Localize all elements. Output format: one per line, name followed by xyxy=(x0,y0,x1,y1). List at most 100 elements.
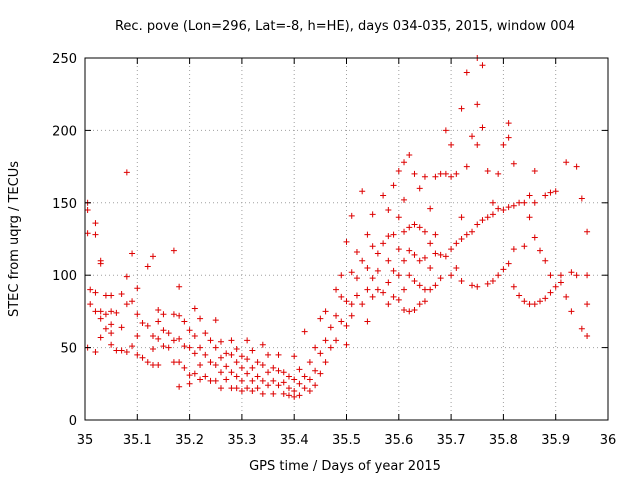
data-point xyxy=(291,353,298,360)
data-point xyxy=(123,301,130,308)
data-point xyxy=(129,343,136,350)
x-tick-label: 35.9 xyxy=(541,433,570,448)
data-point xyxy=(510,160,517,167)
data-point xyxy=(317,315,324,322)
data-point xyxy=(432,231,439,238)
data-point xyxy=(531,199,538,206)
data-point xyxy=(390,231,397,238)
data-point xyxy=(217,354,224,361)
data-point xyxy=(233,359,240,366)
data-point xyxy=(495,205,502,212)
data-point xyxy=(542,257,549,264)
data-point xyxy=(207,337,214,344)
data-point xyxy=(401,196,408,203)
data-point xyxy=(249,377,256,384)
data-point xyxy=(170,247,177,254)
data-point xyxy=(202,373,209,380)
data-point xyxy=(155,335,162,342)
x-tick-label: 35 xyxy=(77,433,94,448)
data-point xyxy=(108,341,115,348)
data-point xyxy=(149,333,156,340)
y-tick-label: 0 xyxy=(69,414,77,429)
data-point xyxy=(244,337,251,344)
data-point xyxy=(170,359,177,366)
data-point xyxy=(448,141,455,148)
data-point xyxy=(453,170,460,177)
data-point xyxy=(374,250,381,257)
data-point xyxy=(359,301,366,308)
data-point xyxy=(134,351,141,358)
y-tick-label: 200 xyxy=(52,124,77,139)
data-point xyxy=(186,344,193,351)
data-point xyxy=(484,214,491,221)
data-point xyxy=(489,211,496,218)
data-point xyxy=(469,133,476,140)
data-point xyxy=(463,69,470,76)
data-point xyxy=(437,275,444,282)
data-point xyxy=(322,337,329,344)
data-point xyxy=(87,301,94,308)
data-point xyxy=(573,163,580,170)
data-point xyxy=(291,376,298,383)
data-point xyxy=(176,383,183,390)
data-point xyxy=(228,337,235,344)
data-point xyxy=(406,247,413,254)
data-point xyxy=(160,343,167,350)
x-tick-label: 35.1 xyxy=(123,433,152,448)
data-point xyxy=(448,173,455,180)
data-point xyxy=(505,134,512,141)
data-point xyxy=(474,141,481,148)
data-point xyxy=(259,341,266,348)
data-point xyxy=(526,214,533,221)
data-point xyxy=(343,341,350,348)
data-point xyxy=(285,392,292,399)
data-point xyxy=(474,283,481,290)
tick-labels: 35 35.1 35.2 35.3 35.4 35.5 35.6 35.7 35.8 35.9 36… xyxy=(52,52,616,448)
data-point xyxy=(547,189,554,196)
data-point xyxy=(385,207,392,214)
data-point xyxy=(505,260,512,267)
data-point xyxy=(92,289,99,296)
data-point xyxy=(427,286,434,293)
data-point xyxy=(301,385,308,392)
data-point xyxy=(312,344,319,351)
data-point xyxy=(557,279,564,286)
data-point xyxy=(296,392,303,399)
data-point xyxy=(244,356,251,363)
data-point xyxy=(359,257,366,264)
data-point xyxy=(160,327,167,334)
data-point xyxy=(411,170,418,177)
data-point xyxy=(170,337,177,344)
data-point xyxy=(500,266,507,273)
data-point xyxy=(84,207,91,214)
data-point xyxy=(285,373,292,380)
data-point xyxy=(442,127,449,134)
data-point xyxy=(369,275,376,282)
data-point xyxy=(191,305,198,312)
data-point xyxy=(212,361,219,368)
data-point xyxy=(348,312,355,319)
data-point xyxy=(223,363,230,370)
data-point xyxy=(495,272,502,279)
data-point xyxy=(259,361,266,368)
data-point xyxy=(474,221,481,228)
y-tick-label: 250 xyxy=(52,52,77,67)
data-point xyxy=(542,295,549,302)
data-point xyxy=(118,291,125,298)
data-point xyxy=(437,251,444,258)
y-tick-label: 50 xyxy=(60,342,77,357)
data-point xyxy=(416,185,423,192)
data-point xyxy=(228,385,235,392)
data-point xyxy=(87,286,94,293)
data-point xyxy=(510,283,517,290)
data-point xyxy=(92,348,99,355)
x-tick-label: 35.2 xyxy=(175,433,204,448)
data-point xyxy=(149,346,156,353)
data-point xyxy=(176,283,183,290)
data-point xyxy=(197,361,204,368)
data-point xyxy=(385,233,392,240)
data-point xyxy=(584,333,591,340)
data-point xyxy=(411,277,418,284)
data-point xyxy=(296,380,303,387)
data-point xyxy=(129,250,136,257)
